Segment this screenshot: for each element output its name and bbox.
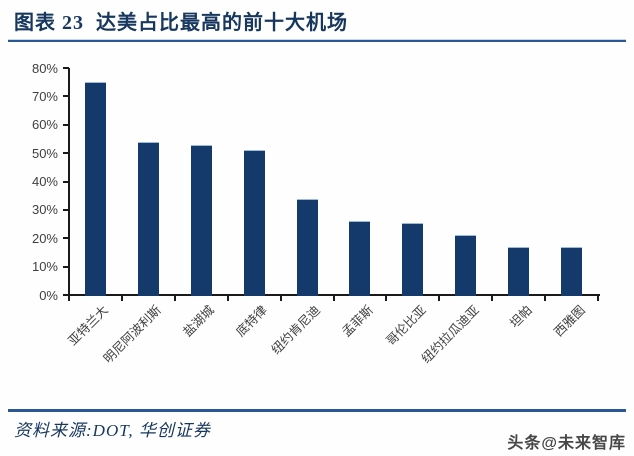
x-axis-tick: [385, 296, 388, 301]
data-source-note: 资料来源:DOT, 华创证券: [14, 421, 211, 440]
title-divider-line: [8, 40, 626, 42]
y-axis-tick: [63, 180, 69, 183]
y-axis-tick: [63, 67, 69, 69]
bar-孟菲斯: [349, 221, 371, 296]
y-axis-tick: [63, 123, 69, 126]
y-axis-tick-label: 10%: [31, 259, 58, 275]
y-axis-line: [68, 68, 70, 296]
x-axis-tick: [597, 296, 599, 301]
y-axis-tick: [63, 208, 69, 211]
y-axis-tick-label: 20%: [31, 230, 58, 246]
x-axis-line: [68, 294, 600, 296]
y-axis-tick: [63, 265, 69, 268]
bar-底特律: [243, 150, 265, 296]
x-axis-tick: [544, 296, 547, 301]
bar-盐湖城: [190, 144, 212, 296]
bar-chart: 0% 10% 20% 30% 40% 50% 60% 70% 80% 亚特兰大 明尼阿波利斯 盐湖城底…: [31, 60, 600, 366]
bar-明尼阿波利斯: [137, 141, 159, 296]
y-axis-tick-label: 70%: [31, 88, 58, 104]
x-axis-tick: [68, 296, 70, 301]
y-axis-tick-label: 60%: [31, 117, 58, 133]
x-axis-tick: [491, 296, 494, 301]
y-axis-tick: [63, 294, 69, 296]
x-axis-tick: [173, 296, 176, 301]
y-axis-tick-label: 0%: [39, 287, 58, 303]
bar-西雅图: [561, 246, 583, 296]
bar-哥伦比亚: [402, 222, 424, 296]
x-axis-tick: [279, 296, 282, 301]
x-axis-tick: [332, 296, 335, 301]
x-axis-tick: [226, 296, 229, 301]
bar-亚特兰大: [84, 82, 106, 296]
y-axis-tick: [63, 152, 69, 155]
chart-title: 图表 23 达美占比最高的前十大机场: [14, 12, 348, 34]
y-axis-tick-label: 40%: [31, 174, 58, 189]
x-axis-tick: [438, 296, 441, 301]
y-axis-tick-label: 50%: [31, 145, 58, 161]
y-axis-tick-label: 80%: [31, 60, 58, 76]
footer-divider-line: [8, 409, 626, 412]
bar-纽约肯尼迪: [296, 198, 318, 296]
watermark-text: 头条@未来智库: [507, 435, 626, 452]
x-axis-tick: [120, 296, 123, 301]
y-axis-tick: [63, 95, 69, 98]
y-axis-tick-label: 30%: [31, 202, 58, 218]
bar-坦帕: [508, 246, 530, 296]
y-axis-tick: [63, 237, 69, 240]
bar-纽约拉瓜迪亚: [455, 235, 477, 296]
